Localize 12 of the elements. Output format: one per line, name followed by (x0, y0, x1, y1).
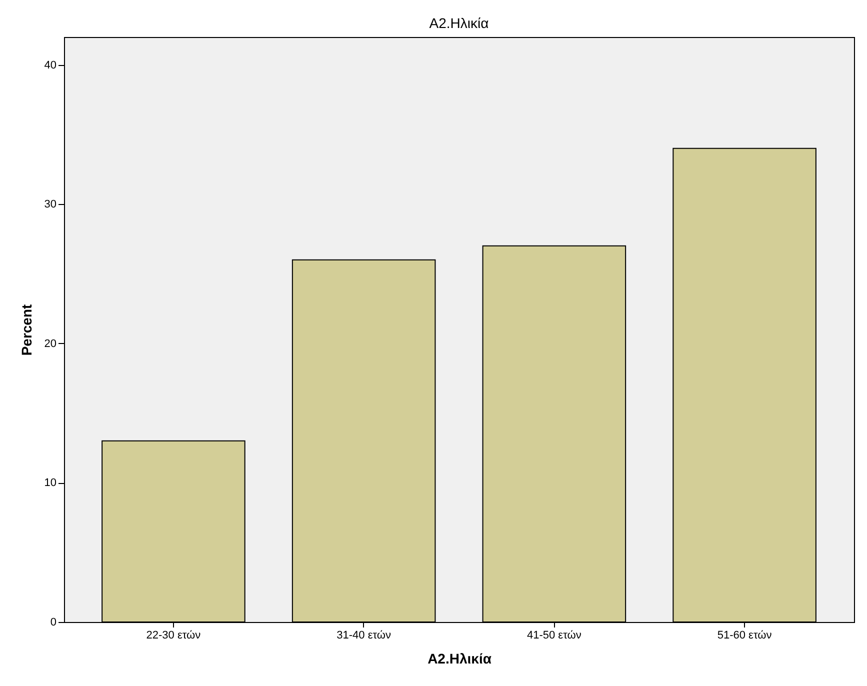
x-tick-label: 22-30 ετών (146, 630, 202, 642)
y-tick-label: 20 (44, 338, 56, 350)
chart-title: A2.Ηλικία (429, 15, 489, 31)
y-axis-title: Percent (18, 304, 34, 356)
y-tick-label: 30 (44, 198, 56, 211)
x-tick-label: 51-60 ετών (717, 630, 772, 642)
y-tick-label: 40 (44, 59, 56, 72)
y-tick-label: 0 (50, 616, 56, 628)
x-tick-label: 31-40 ετών (336, 630, 392, 642)
x-tick-label: 41-50 ετών (526, 630, 582, 642)
x-axis-title: A2.Ηλικία (428, 650, 492, 666)
y-tick-label: 10 (44, 477, 56, 490)
